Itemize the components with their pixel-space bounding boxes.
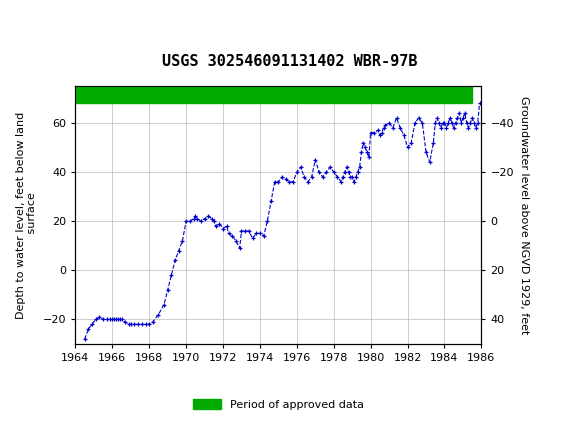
Text: USGS 302546091131402 WBR-97B: USGS 302546091131402 WBR-97B — [162, 54, 418, 69]
Y-axis label: Depth to water level, feet below land
 surface: Depth to water level, feet below land su… — [16, 111, 37, 319]
Bar — [75, 86, 472, 103]
Legend: Period of approved data: Period of approved data — [188, 394, 368, 414]
Y-axis label: Groundwater level above NGVD 1929, feet: Groundwater level above NGVD 1929, feet — [520, 96, 530, 334]
Text: ≡USGS: ≡USGS — [12, 10, 82, 28]
